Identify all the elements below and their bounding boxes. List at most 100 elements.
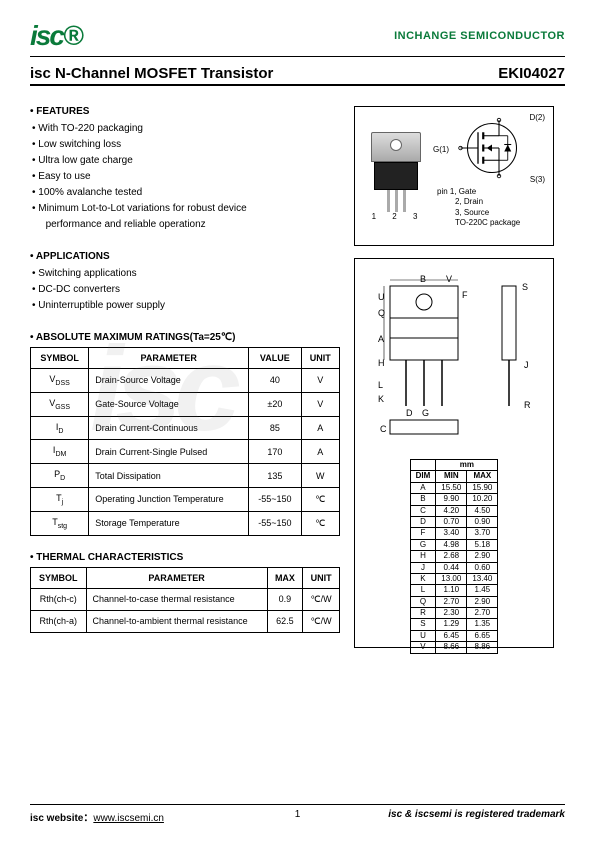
legend-line: 3, Source bbox=[437, 208, 547, 218]
cell-symbol: Rth(ch-c) bbox=[31, 588, 87, 610]
cell-unit: ℃ bbox=[301, 511, 339, 535]
dimension-drawing: B V F U Q A H L K D G C S J R bbox=[361, 265, 547, 455]
features-title-text: FEATURES bbox=[36, 106, 89, 117]
dim-name: G bbox=[410, 539, 436, 550]
table-row: F 3.40 3.70 bbox=[410, 528, 498, 539]
ratings-table: SYMBOL PARAMETER VALUE UNIT VDSS Drain-S… bbox=[30, 347, 340, 536]
cell-param: Total Dissipation bbox=[89, 464, 249, 488]
cell-unit: W bbox=[301, 464, 339, 488]
application-item: Uninterruptible power supply bbox=[32, 298, 340, 314]
table-row: Rth(ch-c) Channel-to-case thermal resist… bbox=[31, 588, 340, 610]
cell-param: Channel-to-case thermal resistance bbox=[86, 588, 267, 610]
table-row: Q 2.70 2.90 bbox=[410, 596, 498, 607]
application-item: Switching applications bbox=[32, 266, 340, 282]
svg-text:J: J bbox=[524, 360, 529, 370]
table-row: D 0.70 0.90 bbox=[410, 516, 498, 527]
dim-max: 2.70 bbox=[467, 608, 498, 619]
dim-col: MIN bbox=[436, 471, 467, 482]
left-column: • FEATURES With TO-220 packaging Low swi… bbox=[30, 106, 340, 649]
col-parameter: PARAMETER bbox=[86, 567, 267, 588]
svg-text:R: R bbox=[524, 400, 531, 410]
logo: isc® bbox=[30, 20, 82, 52]
svg-text:H: H bbox=[378, 358, 385, 368]
dim-min: 1.10 bbox=[436, 585, 467, 596]
dim-name: F bbox=[410, 528, 436, 539]
header-rule bbox=[30, 56, 565, 57]
thermal-title-text: THERMAL CHARACTERISTICS bbox=[36, 552, 183, 563]
content: • FEATURES With TO-220 packaging Low swi… bbox=[30, 106, 565, 649]
cell-value: 170 bbox=[249, 440, 301, 464]
col-unit: UNIT bbox=[301, 348, 339, 369]
cell-param: Drain-Source Voltage bbox=[89, 369, 249, 393]
svg-text:S: S bbox=[522, 282, 528, 292]
col-unit: UNIT bbox=[303, 567, 340, 588]
thermal-title: • THERMAL CHARACTERISTICS bbox=[30, 552, 340, 563]
dim-min: 13.00 bbox=[436, 573, 467, 584]
dim-name: V bbox=[410, 642, 436, 653]
legend-line: TO-220C package bbox=[437, 218, 547, 228]
logo-text: isc bbox=[30, 20, 63, 51]
pin-legend: pin 1, Gate 2, Drain 3, Source TO-220C p… bbox=[437, 187, 547, 229]
dim-name: B bbox=[410, 494, 436, 505]
cell-value: 40 bbox=[249, 369, 301, 393]
dim-min: 9.90 bbox=[436, 494, 467, 505]
cell-unit: A bbox=[301, 416, 339, 440]
feature-item: Minimum Lot-to-Lot variations for robust… bbox=[32, 201, 340, 217]
dim-max: 1.35 bbox=[467, 619, 498, 630]
table-row: IDM Drain Current-Single Pulsed 170 A bbox=[31, 440, 340, 464]
cell-unit: V bbox=[301, 369, 339, 393]
dim-name: D bbox=[410, 516, 436, 527]
cell-value: ±20 bbox=[249, 392, 301, 416]
cell-param: Channel-to-ambient thermal resistance bbox=[86, 610, 267, 632]
cell-symbol: VDSS bbox=[31, 369, 89, 393]
footer-left: isc website：www.iscsemi.cn bbox=[30, 809, 164, 824]
dim-min: 2.70 bbox=[436, 596, 467, 607]
dim-max: 2.90 bbox=[467, 551, 498, 562]
thermal-table: SYMBOL PARAMETER MAX UNIT Rth(ch-c) Chan… bbox=[30, 567, 340, 633]
cell-max: 62.5 bbox=[267, 610, 303, 632]
cell-param: Drain Current-Single Pulsed bbox=[89, 440, 249, 464]
dim-col: DIM bbox=[410, 471, 436, 482]
dims-unit: mm bbox=[436, 460, 498, 471]
col-symbol: SYMBOL bbox=[31, 567, 87, 588]
dim-max: 8.86 bbox=[467, 642, 498, 653]
application-item: DC-DC converters bbox=[32, 282, 340, 298]
cell-symbol: PD bbox=[31, 464, 89, 488]
applications-title: • APPLICATIONS bbox=[30, 251, 340, 262]
table-row: Tj Operating Junction Temperature -55~15… bbox=[31, 487, 340, 511]
dimensions-box: B V F U Q A H L K D G C S J R bbox=[354, 258, 554, 648]
dim-name: H bbox=[410, 551, 436, 562]
svg-text:F: F bbox=[462, 290, 468, 300]
dim-max: 4.50 bbox=[467, 505, 498, 516]
legend-line: 2, Drain bbox=[437, 197, 547, 207]
cell-param: Operating Junction Temperature bbox=[89, 487, 249, 511]
footer: isc website：www.iscsemi.cn 1 isc & iscse… bbox=[30, 804, 565, 824]
dim-name: C bbox=[410, 505, 436, 516]
dim-name: J bbox=[410, 562, 436, 573]
table-row: R 2.30 2.70 bbox=[410, 608, 498, 619]
legend-line: pin 1, Gate bbox=[437, 187, 547, 197]
dim-min: 4.20 bbox=[436, 505, 467, 516]
dimensions-table: mm DIM MIN MAX A 15.50 15.90B 9.90 10.20… bbox=[410, 459, 499, 654]
page-number: 1 bbox=[295, 809, 301, 820]
ratings-title: • ABSOLUTE MAXIMUM RATINGS(Ta=25℃) bbox=[30, 332, 340, 343]
feature-item: 100% avalanche tested bbox=[32, 185, 340, 201]
svg-text:L: L bbox=[378, 380, 383, 390]
dim-name: Q bbox=[410, 596, 436, 607]
col-max: MAX bbox=[267, 567, 303, 588]
table-row: V 8.66 8.86 bbox=[410, 642, 498, 653]
feature-item: Ultra low gate charge bbox=[32, 153, 340, 169]
applications-title-text: APPLICATIONS bbox=[36, 251, 110, 262]
dim-min: 1.29 bbox=[436, 619, 467, 630]
dim-name: L bbox=[410, 585, 436, 596]
cell-symbol: Rth(ch-a) bbox=[31, 610, 87, 632]
title-row: isc N-Channel MOSFET Transistor EKI04027 bbox=[30, 65, 565, 82]
cell-symbol: VGSS bbox=[31, 392, 89, 416]
title-rule bbox=[30, 84, 565, 86]
table-row: S 1.29 1.35 bbox=[410, 619, 498, 630]
svg-text:G: G bbox=[422, 408, 429, 418]
table-row: Rth(ch-a) Channel-to-ambient thermal res… bbox=[31, 610, 340, 632]
right-column: 1 2 3 bbox=[354, 106, 565, 649]
cell-max: 0.9 bbox=[267, 588, 303, 610]
cell-value: 85 bbox=[249, 416, 301, 440]
